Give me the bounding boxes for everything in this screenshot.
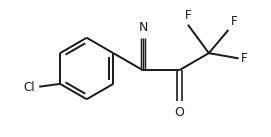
Text: N: N xyxy=(138,21,148,34)
Text: F: F xyxy=(231,15,238,28)
Text: O: O xyxy=(174,106,184,119)
Text: F: F xyxy=(241,52,248,65)
Text: F: F xyxy=(185,9,191,22)
Text: Cl: Cl xyxy=(23,81,35,94)
